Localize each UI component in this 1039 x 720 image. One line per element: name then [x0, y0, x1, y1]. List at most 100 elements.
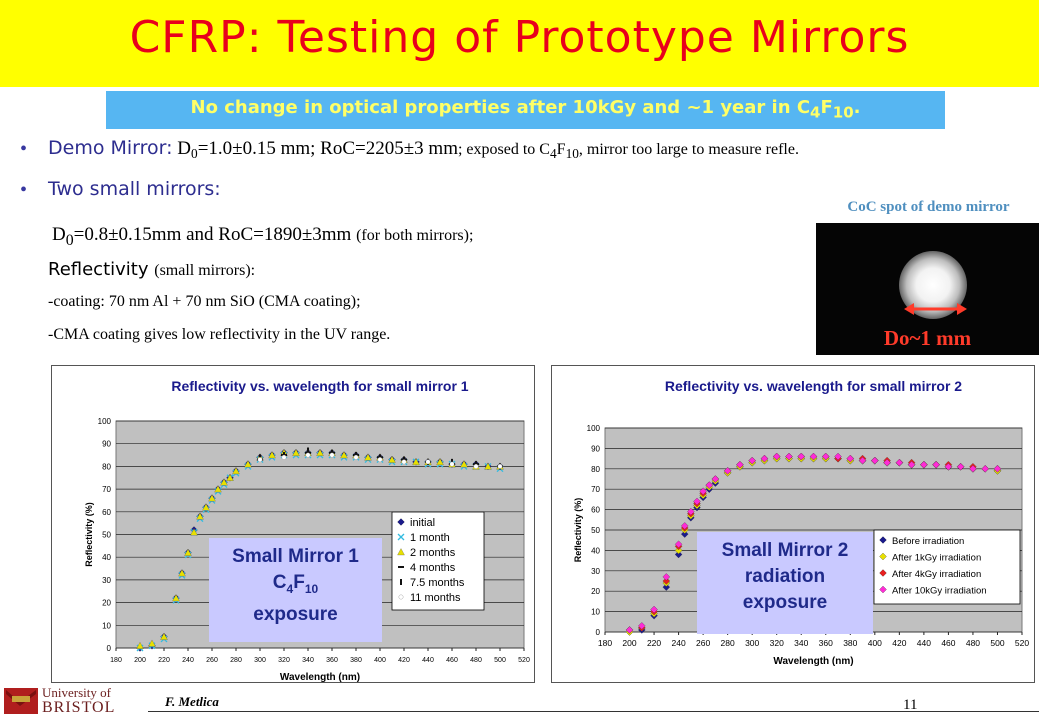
legend-marker [879, 552, 887, 561]
banner-chem-f: F [820, 97, 833, 118]
legend-marker [400, 579, 402, 585]
page-title: CFRP: Testing of Prototype Mirrors [129, 12, 910, 63]
x-axis-label: Wavelength (nm) [773, 656, 853, 667]
x-tick-label: 260 [206, 657, 218, 664]
chart-1-label-l1: Small Mirror 1 [232, 546, 359, 567]
data-point [190, 528, 198, 536]
data-point [364, 453, 372, 461]
summary-banner: No change in optical properties after 10… [106, 91, 945, 129]
data-point [226, 473, 234, 481]
y-axis-label: Reflectivity (%) [84, 502, 94, 567]
data-point [257, 457, 263, 462]
uni-line-2: BRISTOL [42, 699, 116, 716]
x-tick-label: 480 [966, 638, 980, 648]
x-tick-label: 280 [230, 657, 242, 664]
demo-c-sub: 4 [549, 146, 557, 162]
x-tick-label: 340 [794, 638, 808, 648]
data-point [736, 461, 744, 469]
data-point [436, 458, 444, 466]
legend-marker [879, 585, 887, 594]
chart-1-label-c: C [272, 572, 287, 593]
y-tick-label: 10 [102, 621, 111, 630]
x-tick-label: 360 [819, 638, 833, 648]
coc-label: CoC spot of demo mirror [818, 199, 1039, 223]
x-tick-label: 200 [134, 657, 146, 664]
data-point [711, 475, 720, 483]
demo-label: Demo Mirror: [48, 137, 173, 159]
data-point [449, 461, 455, 467]
data-point [172, 594, 180, 602]
legend-marker [879, 569, 887, 577]
data-point [883, 458, 891, 467]
data-point [956, 463, 965, 471]
y-tick-label: 0 [596, 628, 601, 637]
x-tick-label: 420 [892, 638, 906, 648]
data-point [993, 465, 1002, 473]
data-point [920, 461, 928, 469]
data-point [871, 456, 879, 465]
y-tick-label: 90 [102, 440, 111, 449]
measure-arrow-icon [904, 303, 967, 315]
chart-title: Reflectivity vs. wavelength for small mi… [171, 378, 468, 394]
data-point [214, 485, 222, 493]
chart-1-frame: Reflectivity vs. wavelength for small mi… [51, 365, 535, 683]
legend-label: 7.5 months [410, 577, 465, 589]
banner-sub2: 10 [832, 103, 854, 122]
author: F. Metlica [165, 694, 219, 709]
data-point [268, 451, 276, 459]
data-point [705, 481, 713, 489]
data-point [662, 583, 671, 591]
legend-label: After 1kGy irradiation [892, 553, 981, 564]
x-tick-label: 260 [696, 638, 710, 648]
data-point [329, 452, 335, 458]
data-point [484, 462, 492, 470]
y-tick-label: 70 [102, 485, 111, 494]
x-tick-label: 400 [868, 638, 882, 648]
x-tick-label: 320 [278, 657, 290, 664]
data-point [425, 459, 431, 465]
data-point [932, 461, 940, 469]
y-tick-label: 20 [102, 599, 111, 608]
demo-exposed: ; exposed to C [457, 141, 550, 158]
data-point [184, 548, 192, 556]
chart-1-label-sub2: 10 [304, 581, 319, 596]
legend-label: 4 months [410, 562, 456, 574]
demo-f-sub: 10 [565, 146, 579, 162]
demo-d0-sub: 0 [191, 146, 198, 162]
data-point [981, 465, 989, 473]
data-point [969, 465, 977, 473]
data-point [473, 464, 479, 469]
x-tick-label: 420 [398, 657, 410, 664]
data-point [907, 461, 916, 469]
data-point [723, 467, 732, 475]
legend-label: 11 months [410, 592, 461, 604]
data-point [834, 452, 842, 461]
x-tick-label: 180 [110, 657, 122, 664]
data-point [858, 456, 867, 465]
data-point [638, 622, 646, 630]
coc-spot-image: Do~1 mm [816, 223, 1039, 355]
demo-params: =1.0±0.15 mm; RoC=2205±3 mm [197, 138, 458, 159]
banner-sub1: 4 [810, 103, 821, 122]
legend-label: After 4kGy irradiation [892, 569, 981, 580]
y-tick-label: 100 [98, 417, 112, 426]
data-point [196, 512, 204, 520]
data-point [305, 452, 311, 458]
data-point [220, 478, 228, 486]
data-point [674, 540, 683, 548]
data-point [681, 522, 689, 530]
x-tick-label: 240 [182, 657, 194, 664]
reflectivity-note: (small mirrors): [154, 262, 256, 279]
legend-marker [397, 548, 405, 556]
legend-label: 2 months [410, 547, 456, 559]
marker-stroke [397, 533, 405, 541]
x-axis-label: Wavelength (nm) [280, 672, 360, 682]
bullet-marker: • [20, 179, 28, 201]
x-tick-label: 400 [374, 657, 386, 664]
chart-1-label-sub1: 4 [286, 581, 294, 596]
legend-marker [879, 536, 887, 544]
legend-label: 1 month [410, 532, 450, 544]
page-number: 11 [903, 697, 918, 713]
data-point [687, 507, 695, 516]
